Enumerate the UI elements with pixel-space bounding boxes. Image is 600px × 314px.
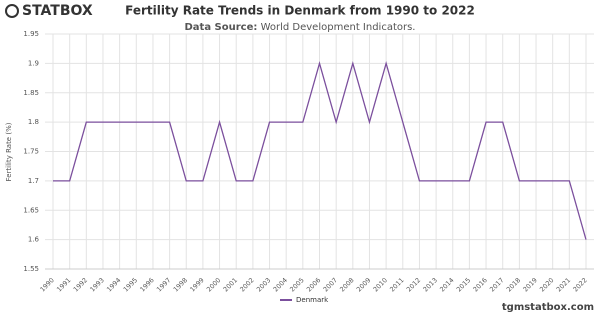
y-tick-label: 1.85 xyxy=(23,89,39,97)
y-tick-label: 1.7 xyxy=(28,177,39,185)
logo-icon xyxy=(5,4,19,18)
footer: tgmstatbox.com xyxy=(502,302,594,313)
subtitle-label: Data Source: xyxy=(185,22,258,33)
y-tick-label: 1.95 xyxy=(23,30,39,38)
y-tick-label: 1.8 xyxy=(28,118,39,126)
y-tick-label: 1.65 xyxy=(23,206,39,214)
y-tick-label: 1.55 xyxy=(23,265,39,273)
y-axis-label: Fertility Rate (%) xyxy=(5,122,13,181)
y-tick-label: 1.75 xyxy=(23,148,39,156)
y-tick-label: 1.9 xyxy=(28,59,39,67)
subtitle: Data Source: World Development Indicator… xyxy=(185,22,416,33)
y-tick-label: 1.6 xyxy=(28,236,40,244)
logo: STATBOX xyxy=(22,3,93,19)
chart-title: Fertility Rate Trends in Denmark from 19… xyxy=(125,4,475,18)
data-line xyxy=(53,60,587,240)
subtitle-text: World Development Indicators. xyxy=(261,22,416,33)
legend-label: Denmark xyxy=(296,296,329,304)
